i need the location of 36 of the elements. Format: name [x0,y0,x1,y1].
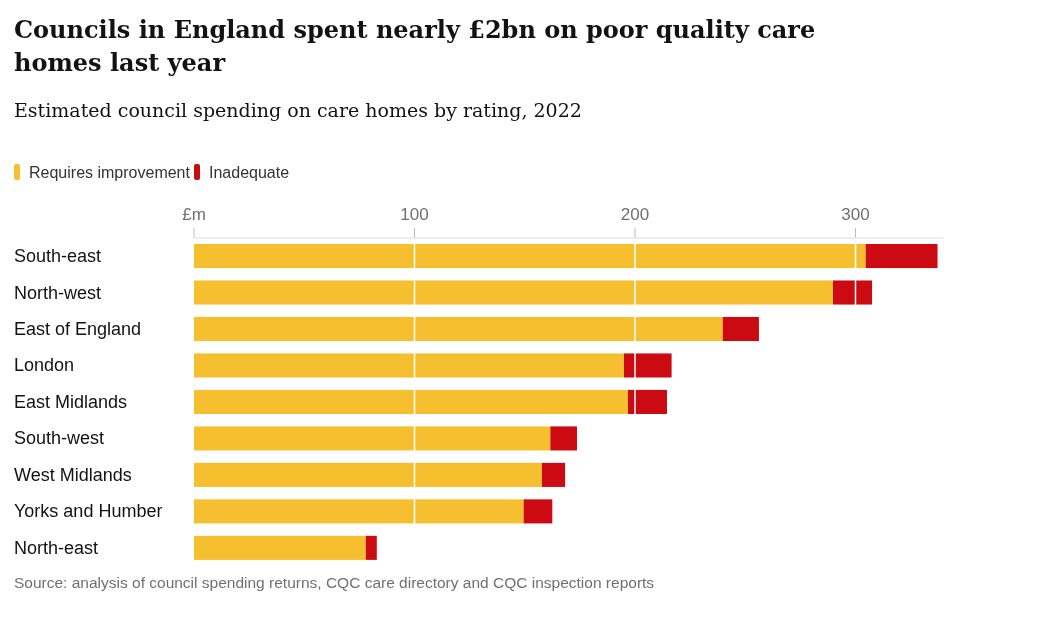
y-tick-label: East of England [14,318,142,339]
y-tick-label: North-west [14,282,102,303]
y-tick-label: North-east [14,537,99,558]
y-tick-label: London [14,355,75,376]
bar [833,280,873,305]
legend-label: Inadequate [209,164,290,181]
bar [523,499,553,524]
chart-subtitle: Estimated council spending on care homes by rating, 2022 [14,99,582,121]
bar [194,353,624,378]
bar [194,389,628,414]
bar [722,316,759,342]
x-tick-label: 200 [620,205,650,224]
bar [194,535,366,560]
bar [550,426,578,451]
bar [623,353,672,378]
source-note: Source: analysis of council spending returns, CQC care directory and CQC inspection reports [14,574,655,591]
y-tick-label: East Midlands [14,391,128,412]
y-tick-label: South-east [14,246,102,267]
bar [541,462,566,487]
bar [865,244,938,269]
legend-label: Requires improvement [29,164,191,181]
y-tick-label: South-west [14,428,105,449]
y-tick-label: Yorks and Humber [14,501,163,522]
bar [194,499,524,524]
x-tick-label: 100 [400,205,429,224]
x-tick-label: £m [182,205,206,224]
bar [194,244,866,269]
bar [194,316,723,342]
bar [194,462,542,487]
bar [365,535,377,560]
chart-title: Councils in England spent nearly £2bn on poor quality care homes last year [14,15,816,77]
x-tick-label: 300 [841,205,870,224]
bar [194,426,551,451]
bar [194,280,834,305]
bar [627,389,667,414]
y-tick-label: West Midlands [14,464,132,485]
